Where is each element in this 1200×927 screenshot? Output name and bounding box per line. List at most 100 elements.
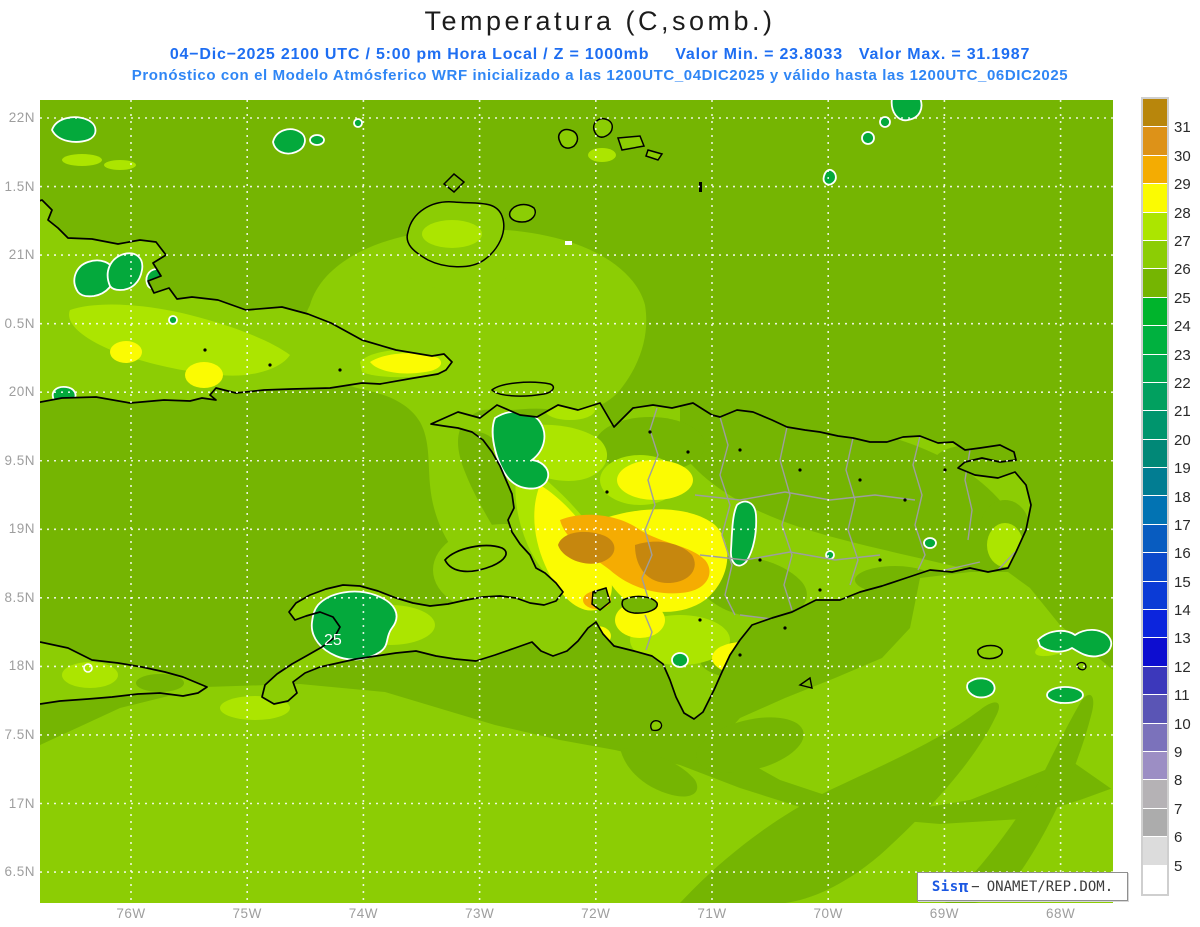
colorbar-cell <box>1143 638 1167 666</box>
forecast-header: 04−Dic−2025 2100 UTC / 5:00 pm Hora Loca… <box>0 46 1200 64</box>
colorbar-cell <box>1143 411 1167 439</box>
colorbar-tick-label: 29 <box>1174 176 1191 194</box>
colorbar-cell <box>1143 382 1167 411</box>
colorbar-tick-label: 20 <box>1174 431 1191 449</box>
jamaica-coastline <box>40 641 208 705</box>
colorbar-tick-label: 18 <box>1174 488 1191 506</box>
lat-label: 9.5N <box>4 452 35 468</box>
colorbar-cell <box>1143 184 1167 212</box>
colorbar-cell <box>1143 751 1167 780</box>
colorbar-cell <box>1143 695 1167 723</box>
colorbar-cell <box>1143 99 1167 127</box>
colorbar-tick-label: 17 <box>1174 516 1191 534</box>
colorbar-tick-label: 28 <box>1174 204 1191 222</box>
cuba <box>40 199 453 404</box>
inagua-interior <box>422 220 482 248</box>
colorbar-tick-label: 14 <box>1174 602 1191 620</box>
station-dots <box>203 348 947 657</box>
colorbar-tick-label: 10 <box>1174 715 1191 733</box>
colorbar-cell <box>1143 581 1167 610</box>
credit-organization: ONAMET/REP.DOM. <box>986 878 1114 895</box>
colorbar-tick-label: 30 <box>1174 147 1191 165</box>
colorbar-cell <box>1143 468 1167 496</box>
lat-label: 7.5N <box>4 726 35 742</box>
haiti-claw-cold-patch <box>310 590 398 661</box>
colorbar-cell <box>1143 865 1167 893</box>
black-speck <box>699 182 702 192</box>
cold-pools <box>51 100 1112 704</box>
colorbar-cell <box>1143 666 1167 695</box>
province-borders <box>641 407 1016 651</box>
colorbar-tick-label: 13 <box>1174 630 1191 648</box>
hispaniola-hottest-cores <box>558 531 695 584</box>
lat-label: 22N <box>8 110 35 125</box>
lat-label: 17N <box>8 795 35 811</box>
colorbar-tick-label: 31 <box>1174 119 1191 137</box>
cuba-coastline <box>40 199 453 404</box>
lon-label: 70W <box>813 906 843 921</box>
colorbar-cell <box>1143 354 1167 382</box>
lat-label: 20N <box>8 384 35 400</box>
mona-island <box>1076 661 1087 671</box>
lon-label: 69W <box>929 906 960 921</box>
colorbar-cell <box>1143 808 1167 837</box>
lat-label: 0.5N <box>4 315 35 331</box>
value-min: Valor Min. = 23.8033 <box>675 46 843 63</box>
sispi-logo: Sis <box>931 878 959 895</box>
colorbar-tick-label: 22 <box>1174 374 1191 392</box>
colorbar-cell <box>1143 723 1167 751</box>
white-speck <box>565 241 572 245</box>
graticule <box>26 100 1121 908</box>
model-info: Pronóstico con el Modelo Atmósferico WRF… <box>131 67 1069 84</box>
contour-label-25: 25 <box>324 632 342 649</box>
colorbar-tick-label: 9 <box>1174 744 1183 762</box>
beata-island <box>650 720 663 732</box>
colorbar-tick-label: 7 <box>1174 800 1183 818</box>
colorbar-tick-label: 21 <box>1174 403 1191 421</box>
lat-label: 19N <box>8 521 35 537</box>
colorbar-tick-label: 12 <box>1174 658 1191 676</box>
forecast-datetime: 04−Dic−2025 2100 UTC / 5:00 pm Hora Loca… <box>169 46 650 63</box>
colorbar-cell <box>1143 837 1167 865</box>
colorbar-cell <box>1143 553 1167 581</box>
colorbar-cell <box>1143 269 1167 297</box>
colorbar-tick-label: 25 <box>1174 289 1191 307</box>
lat-label: 21N <box>8 247 35 263</box>
map-canvas: 25 <box>40 100 1113 903</box>
lon-label: 74W <box>348 906 379 921</box>
lat-label: 8.5N <box>4 589 35 605</box>
colorbar-tick-label: 16 <box>1174 545 1191 563</box>
hispaniola-cold-patches <box>491 410 937 668</box>
hispaniola-coastline <box>261 402 1032 720</box>
lakes-islets <box>443 544 1087 732</box>
pi-symbol-icon: π <box>958 877 969 896</box>
credit-separator: − <box>971 878 980 895</box>
saona-island <box>977 644 1003 660</box>
colorbar-tick-label: 24 <box>1174 318 1191 336</box>
colorbar-tick-label: 11 <box>1174 687 1190 705</box>
lon-label: 73W <box>464 906 495 921</box>
colorbar-cell <box>1143 297 1167 326</box>
lon-label: 71W <box>697 906 727 921</box>
lat-label: 1.5N <box>4 178 35 194</box>
colorbar-cell <box>1143 326 1167 354</box>
jamaica <box>40 641 208 705</box>
colorbar-tick-label: 19 <box>1174 460 1191 478</box>
lon-label: 72W <box>581 906 611 921</box>
colorbar-tick-label: 27 <box>1174 232 1191 250</box>
colorbar-tick-label: 23 <box>1174 346 1191 364</box>
temperature-colorbar <box>1141 97 1169 896</box>
colorbar-cell <box>1143 127 1167 155</box>
colorbar-tick-label: 26 <box>1174 261 1191 279</box>
lon-label: 68W <box>1045 906 1076 921</box>
map-title: Temperatura (C,somb.) <box>424 6 776 36</box>
colorbar-cell <box>1143 496 1167 524</box>
colorbar-cell <box>1143 524 1167 553</box>
colorbar-cell <box>1143 240 1167 269</box>
colorbar-cell <box>1143 610 1167 638</box>
weather-map: 25 <box>26 100 1121 908</box>
colorbar-cell <box>1143 212 1167 240</box>
credit-box: Sis π − ONAMET/REP.DOM. <box>917 872 1128 901</box>
colorbar-tick-label: 5 <box>1174 857 1183 875</box>
lat-label: 6.5N <box>4 864 35 880</box>
